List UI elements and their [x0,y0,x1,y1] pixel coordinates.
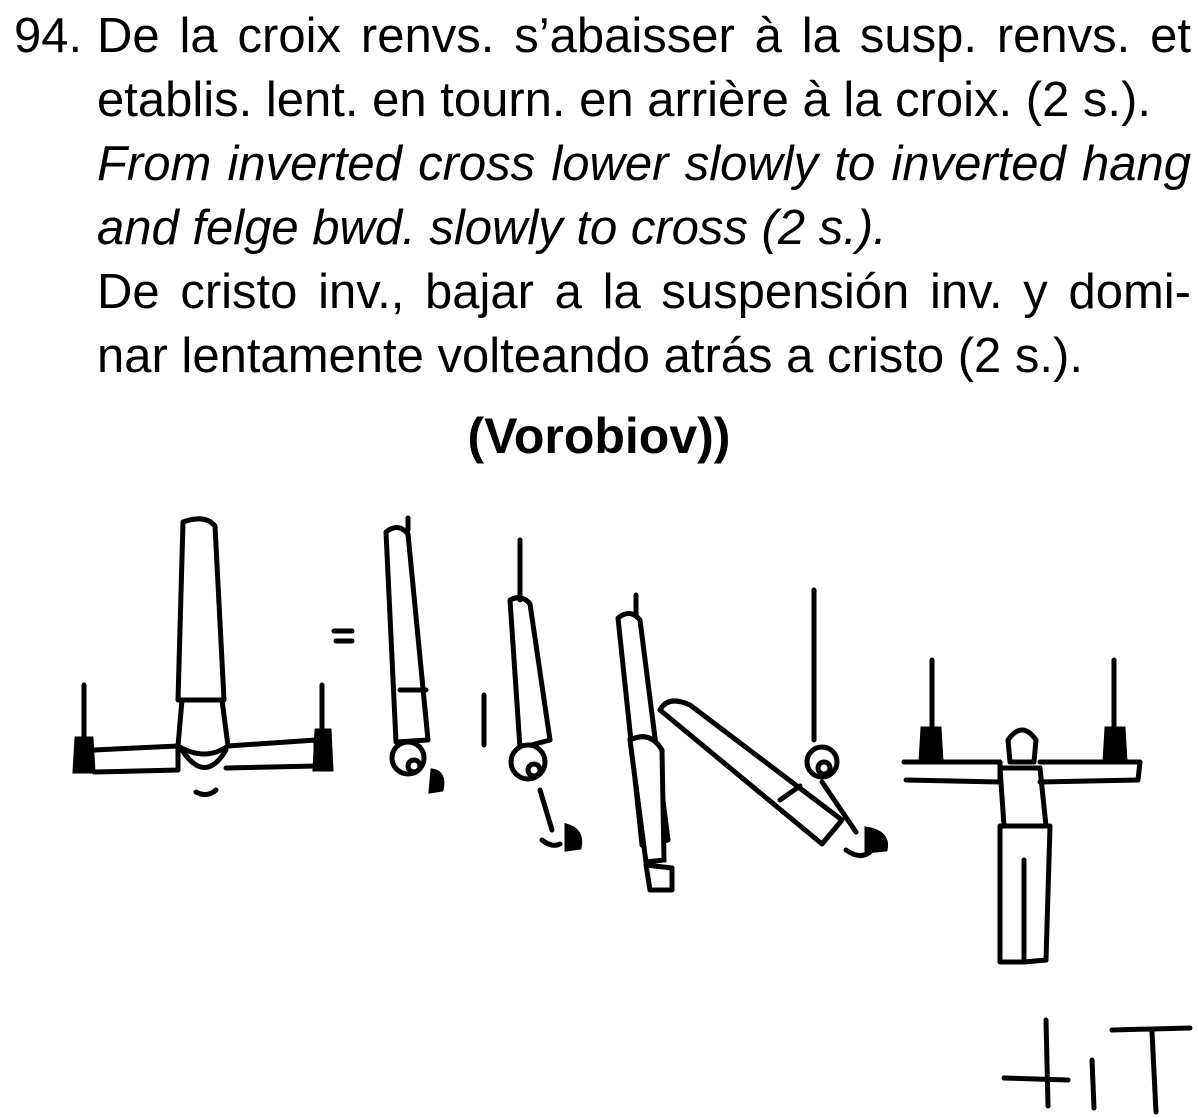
description-spanish: De cristo inv., bajar a la suspensión in… [97,265,1191,383]
figure-inverted-cross [72,516,334,798]
author-name: (Vorobiov)) [467,408,731,464]
element-number: 94. [14,9,83,63]
illustration [0,500,1198,1118]
illustration-svg [72,515,1193,1115]
figure-felge-backward [615,592,675,893]
figure-inverted-hang [383,515,445,794]
equals-mark [331,628,355,644]
description-french: De la croix renvs. s’abaisser à la susp.… [97,9,1191,127]
figure-lowering [507,537,583,852]
element-description: De la croix renvs. s’abaisser à la susp.… [97,4,1191,388]
difficulty-symbol [1001,1017,1193,1115]
figure-cross [901,657,1143,965]
figure-swing-through [657,587,889,858]
description-english: From inverted cross lower slowly to inve… [97,137,1191,255]
